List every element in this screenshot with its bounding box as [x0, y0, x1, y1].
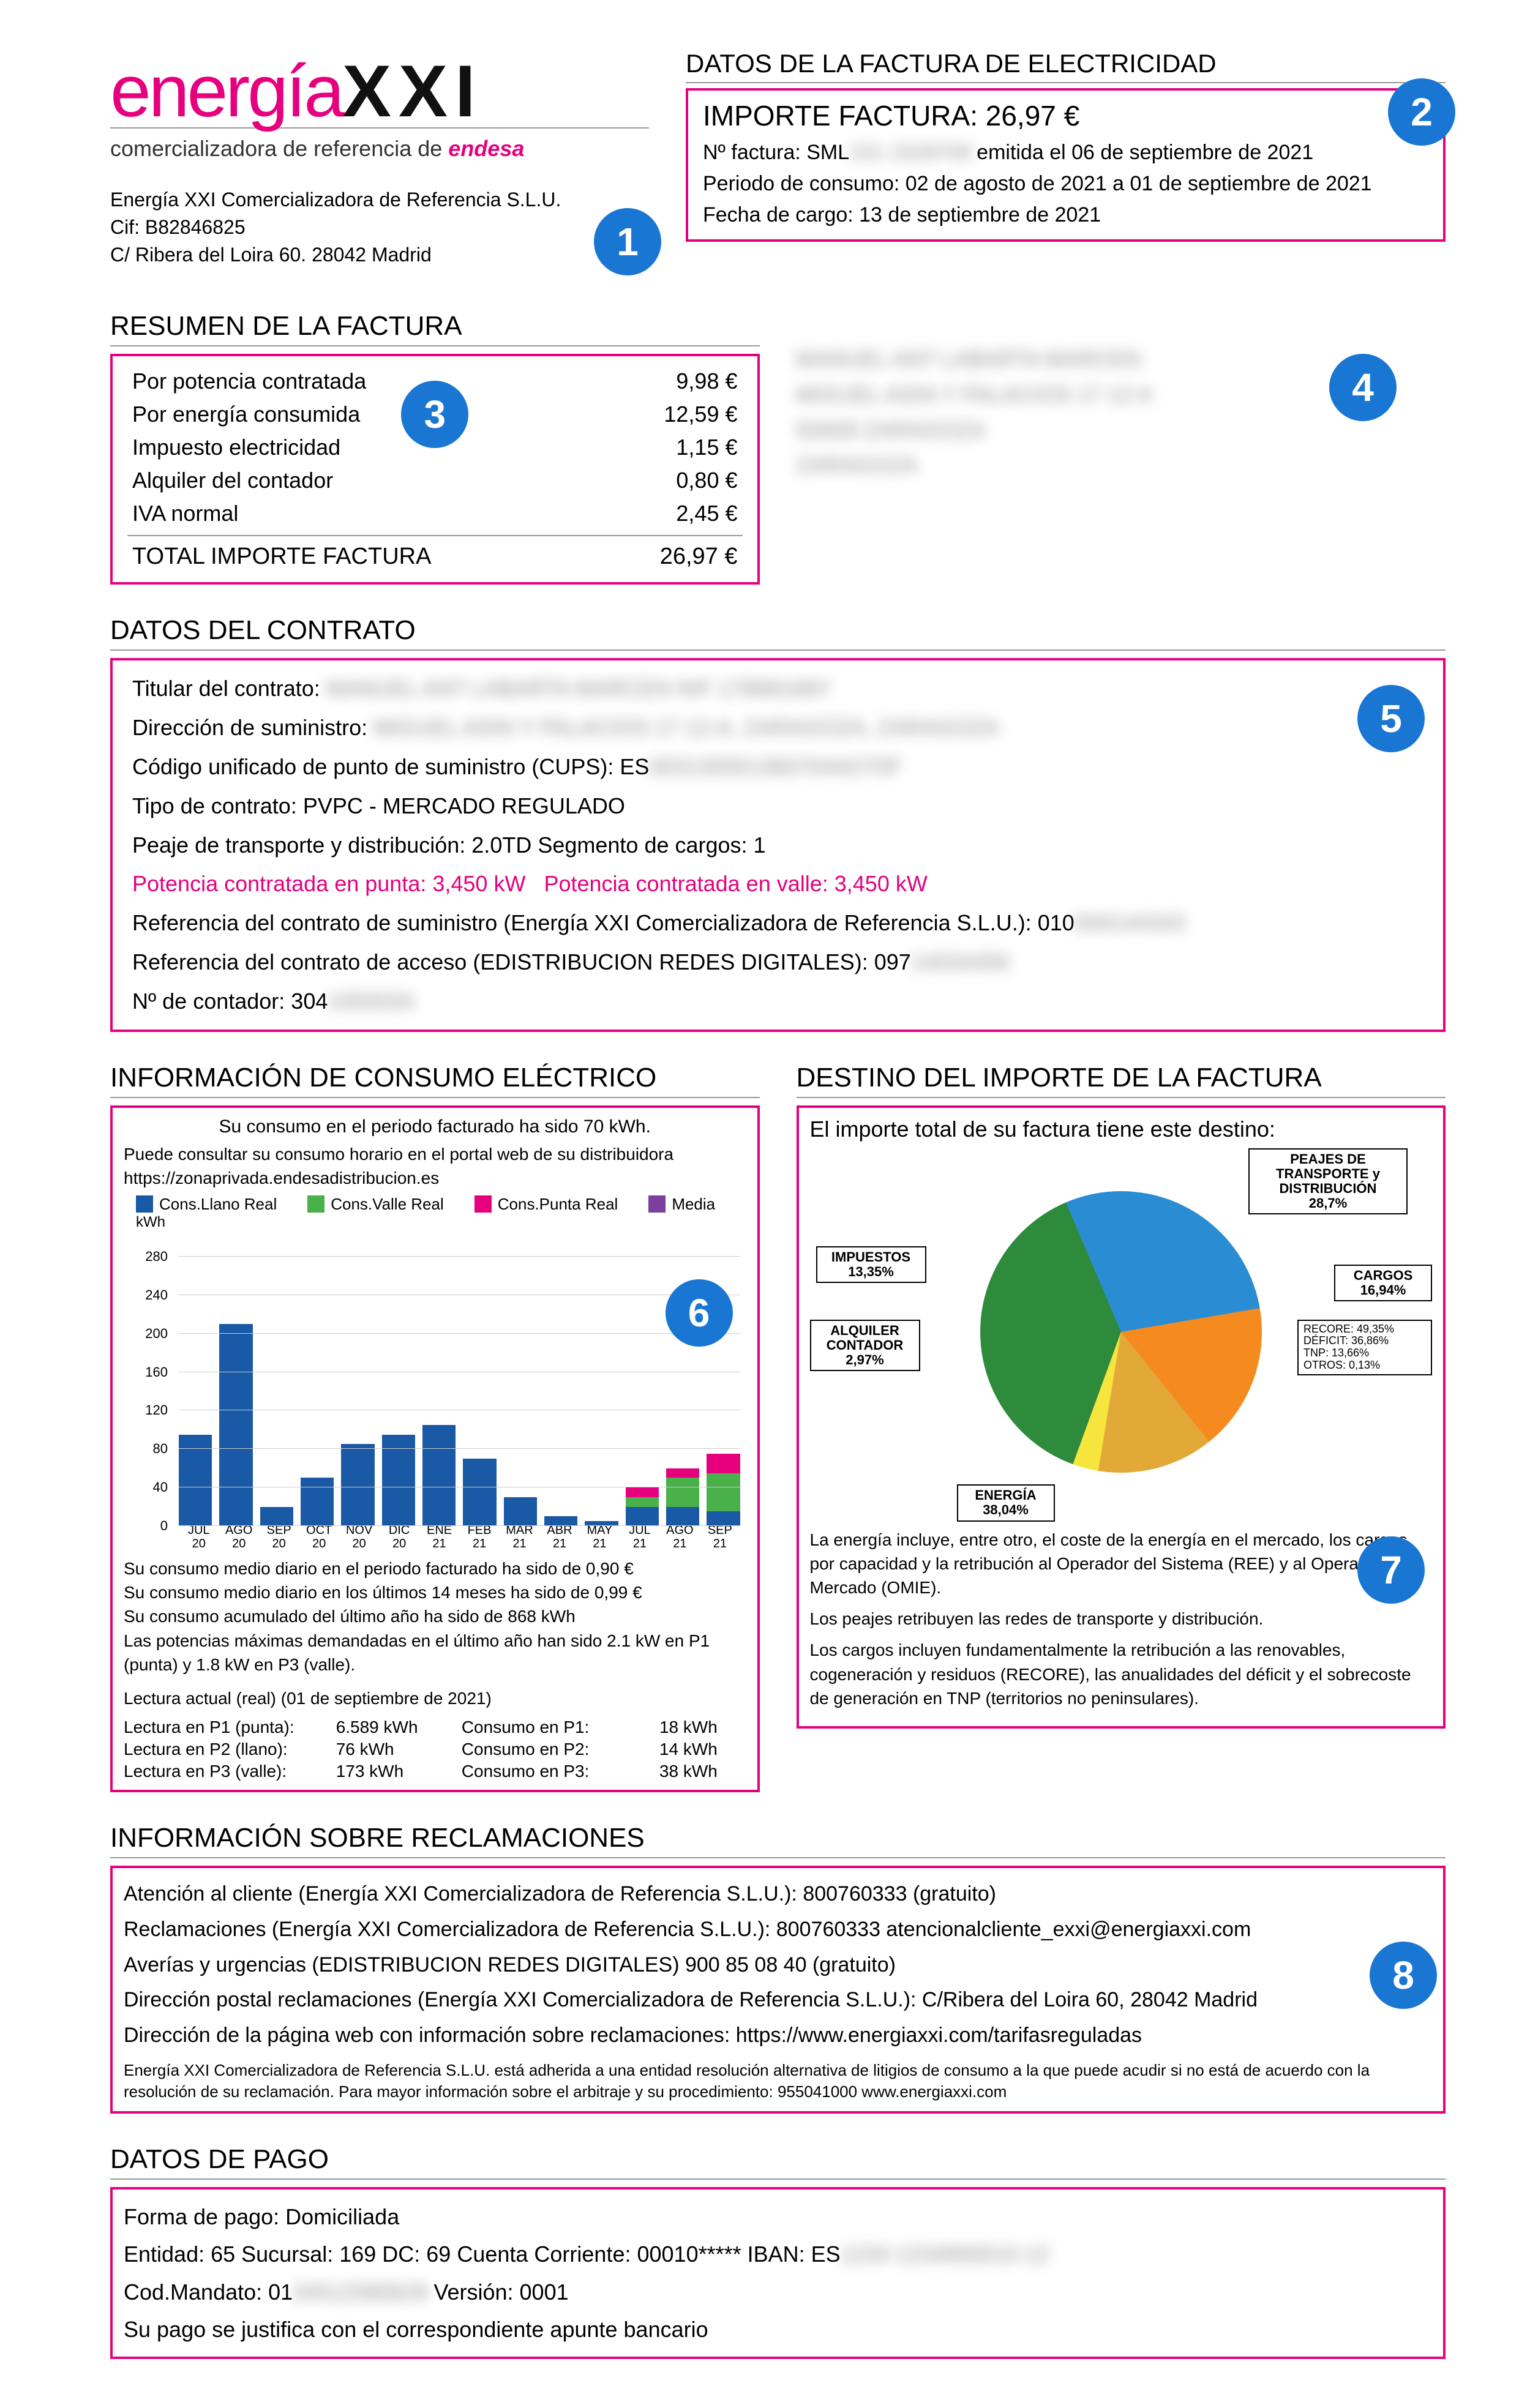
logo-block: energíaXXI comercializadora de referenci…	[110, 49, 649, 268]
logo-energia: energía	[110, 50, 342, 132]
badge-8: 8	[1370, 1942, 1437, 2009]
badge-4: 4	[1329, 354, 1397, 421]
pie-label-alquiler: ALQUILER CONTADOR2,97%	[810, 1320, 920, 1372]
bar	[341, 1444, 374, 1526]
badge-3: 3	[401, 381, 468, 448]
contract-line: Dirección de suministro: MIGUEL ASIN Y P…	[127, 708, 1428, 747]
legend-item: Cons.Llano Real	[136, 1195, 277, 1214]
resumen-row: Alquiler del contador0,80 €	[127, 464, 743, 497]
invoice-data-title: DATOS DE LA FACTURA DE ELECTRICIDAD	[686, 49, 1446, 83]
reclamaciones-box: Atención al cliente (Energía XXI Comerci…	[110, 1866, 1446, 2114]
consumption-bar-chart: kWh 04080120160200240280 JUL20AGO20SEP20…	[124, 1220, 746, 1550]
contract-line: Código unificado de punto de suministro …	[127, 747, 1428, 787]
destino-title: DESTINO DEL IMPORTE DE LA FACTURA	[797, 1063, 1446, 1098]
bar	[707, 1454, 740, 1526]
reclamaciones-title: INFORMACIÓN SOBRE RECLAMACIONES	[110, 1823, 1446, 1858]
legend-item: Media	[648, 1195, 715, 1214]
bar	[463, 1459, 496, 1526]
badge-5: 5	[1357, 685, 1425, 752]
legend-item: Cons.Punta Real	[474, 1195, 618, 1214]
badge-6: 6	[666, 1279, 733, 1347]
bar	[626, 1487, 659, 1526]
contract-line: Tipo de contrato: PVPC - MERCADO REGULAD…	[127, 787, 1428, 826]
contrato-box: Titular del contrato: MANUEL ANT LABARTA…	[110, 658, 1446, 1031]
pie-label-cargos: CARGOS16,94%	[1334, 1265, 1432, 1301]
contract-line: Peaje de transporte y distribución: 2.0T…	[127, 826, 1428, 865]
badge-1: 1	[594, 208, 661, 275]
bar	[301, 1478, 334, 1526]
badge-7: 7	[1357, 1536, 1425, 1604]
bar	[422, 1425, 456, 1526]
doc-code: FX10C07P-D-07/09/21 N0015472LNNNN	[0, 1797, 2, 2069]
contrato-title: DATOS DEL CONTRATO	[110, 615, 1446, 651]
company-info: Energía XXI Comercializadora de Referenc…	[110, 186, 649, 268]
badge-2: 2	[1388, 78, 1455, 146]
pie-label-peajes: PEAJES DE TRANSPORTE y DISTRIBUCIÓN28,7%	[1248, 1148, 1408, 1215]
bar	[219, 1324, 252, 1526]
pie-label-energia: ENERGÍA38,04%	[957, 1484, 1055, 1521]
consumo-title: INFORMACIÓN DE CONSUMO ELÉCTRICO	[110, 1063, 760, 1098]
pago-box: Forma de pago: Domiciliada Entidad: 65 S…	[110, 2187, 1446, 2359]
logo-xxi: XXI	[342, 50, 482, 132]
bar	[504, 1497, 537, 1526]
resumen-row: IVA normal2,45 €	[127, 497, 743, 530]
bar	[666, 1468, 699, 1526]
destino-box: El importe total de su factura tiene est…	[797, 1105, 1446, 1729]
resumen-title: RESUMEN DE LA FACTURA	[110, 311, 760, 346]
pago-title: DATOS DE PAGO	[110, 2144, 1446, 2180]
contract-line: Titular del contrato: MANUEL ANT LABARTA…	[127, 669, 1428, 708]
legend-item: Cons.Valle Real	[307, 1195, 444, 1214]
resumen-box: Por potencia contratada9,98 €Por energía…	[110, 354, 760, 585]
invoice-summary-box: IMPORTE FACTURA: 26,97 € Nº factura: SML…	[686, 88, 1446, 242]
pie-chart: PEAJES DE TRANSPORTE y DISTRIBUCIÓN28,7%…	[810, 1142, 1433, 1522]
consumo-box: Su consumo en el periodo facturado ha si…	[110, 1105, 760, 1793]
pie-label-impuestos: IMPUESTOS13,35%	[816, 1246, 926, 1283]
